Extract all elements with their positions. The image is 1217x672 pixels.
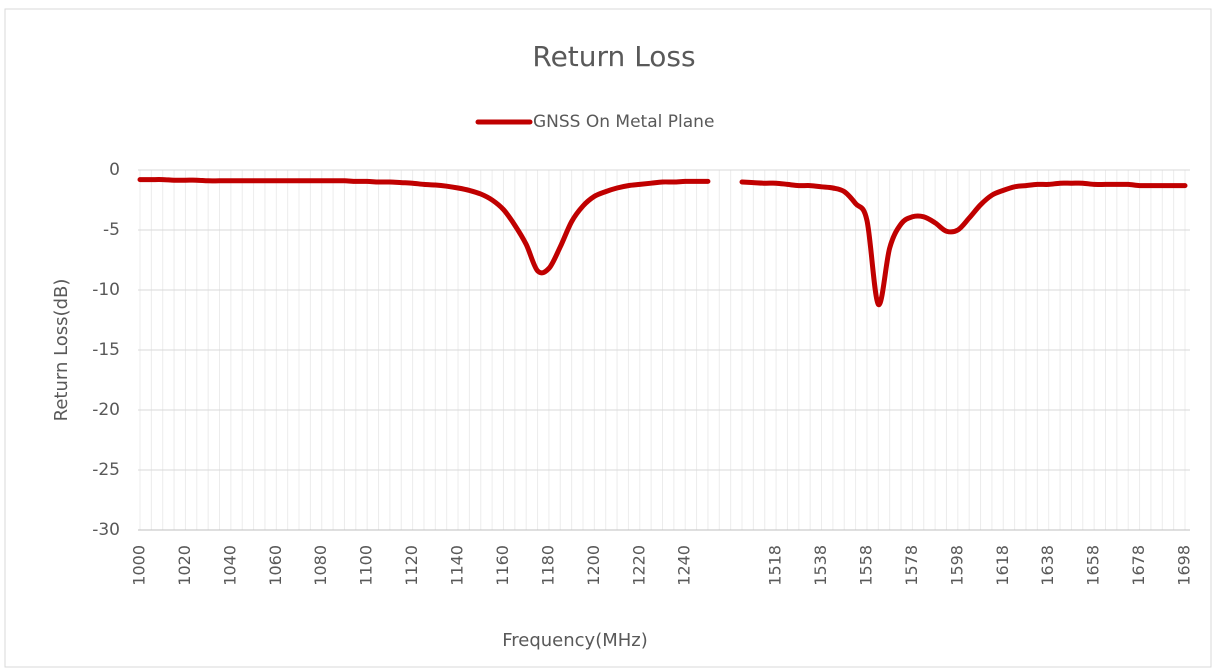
x-tick-label: 1100 [357,545,376,586]
x-tick-label: 1160 [493,545,512,586]
x-tick-label: 1578 [902,545,921,586]
x-tick-label: 1200 [584,545,603,586]
x-tick-label: 1120 [402,545,421,586]
y-tick-label: -30 [92,520,120,540]
line-series [137,177,1188,307]
x-tick-label: 1180 [538,545,557,586]
y-axis-title: Return Loss(dB) [51,279,72,422]
x-tick-label: 1658 [1084,545,1103,586]
x-tick-label: 1040 [220,545,239,586]
x-tick-label: 1220 [629,545,648,586]
x-tick-label: 1598 [947,545,966,586]
y-tick-label: -25 [92,460,120,480]
x-tick-label: 1678 [1129,545,1148,586]
x-tick-label: 1000 [130,545,149,586]
x-tick-label: 1140 [448,545,467,586]
x-tick-label: 1020 [175,545,194,586]
x-tick-label: 1638 [1038,545,1057,586]
chart-border [4,8,1212,668]
x-tick-label: 1240 [675,545,694,586]
y-tick-label: -10 [92,280,120,300]
chart-title: Return Loss [532,40,695,73]
y-tick-label: -5 [103,220,120,240]
x-tick-label: 1618 [993,545,1012,586]
x-tick-label: 1698 [1175,545,1194,586]
y-tick-label: -20 [92,400,120,420]
x-tick-label: 1060 [266,545,285,586]
x-tick-label: 1558 [856,545,875,586]
y-tick-label: 0 [109,160,120,180]
x-axis-title: Frequency(MHz) [502,630,648,651]
x-tick-label: 1080 [311,545,330,586]
y-tick-label: -15 [92,340,120,360]
x-tick-label: 1538 [811,545,830,586]
legend-label: GNSS On Metal Plane [533,112,714,132]
x-tick-label: 1518 [766,545,785,586]
